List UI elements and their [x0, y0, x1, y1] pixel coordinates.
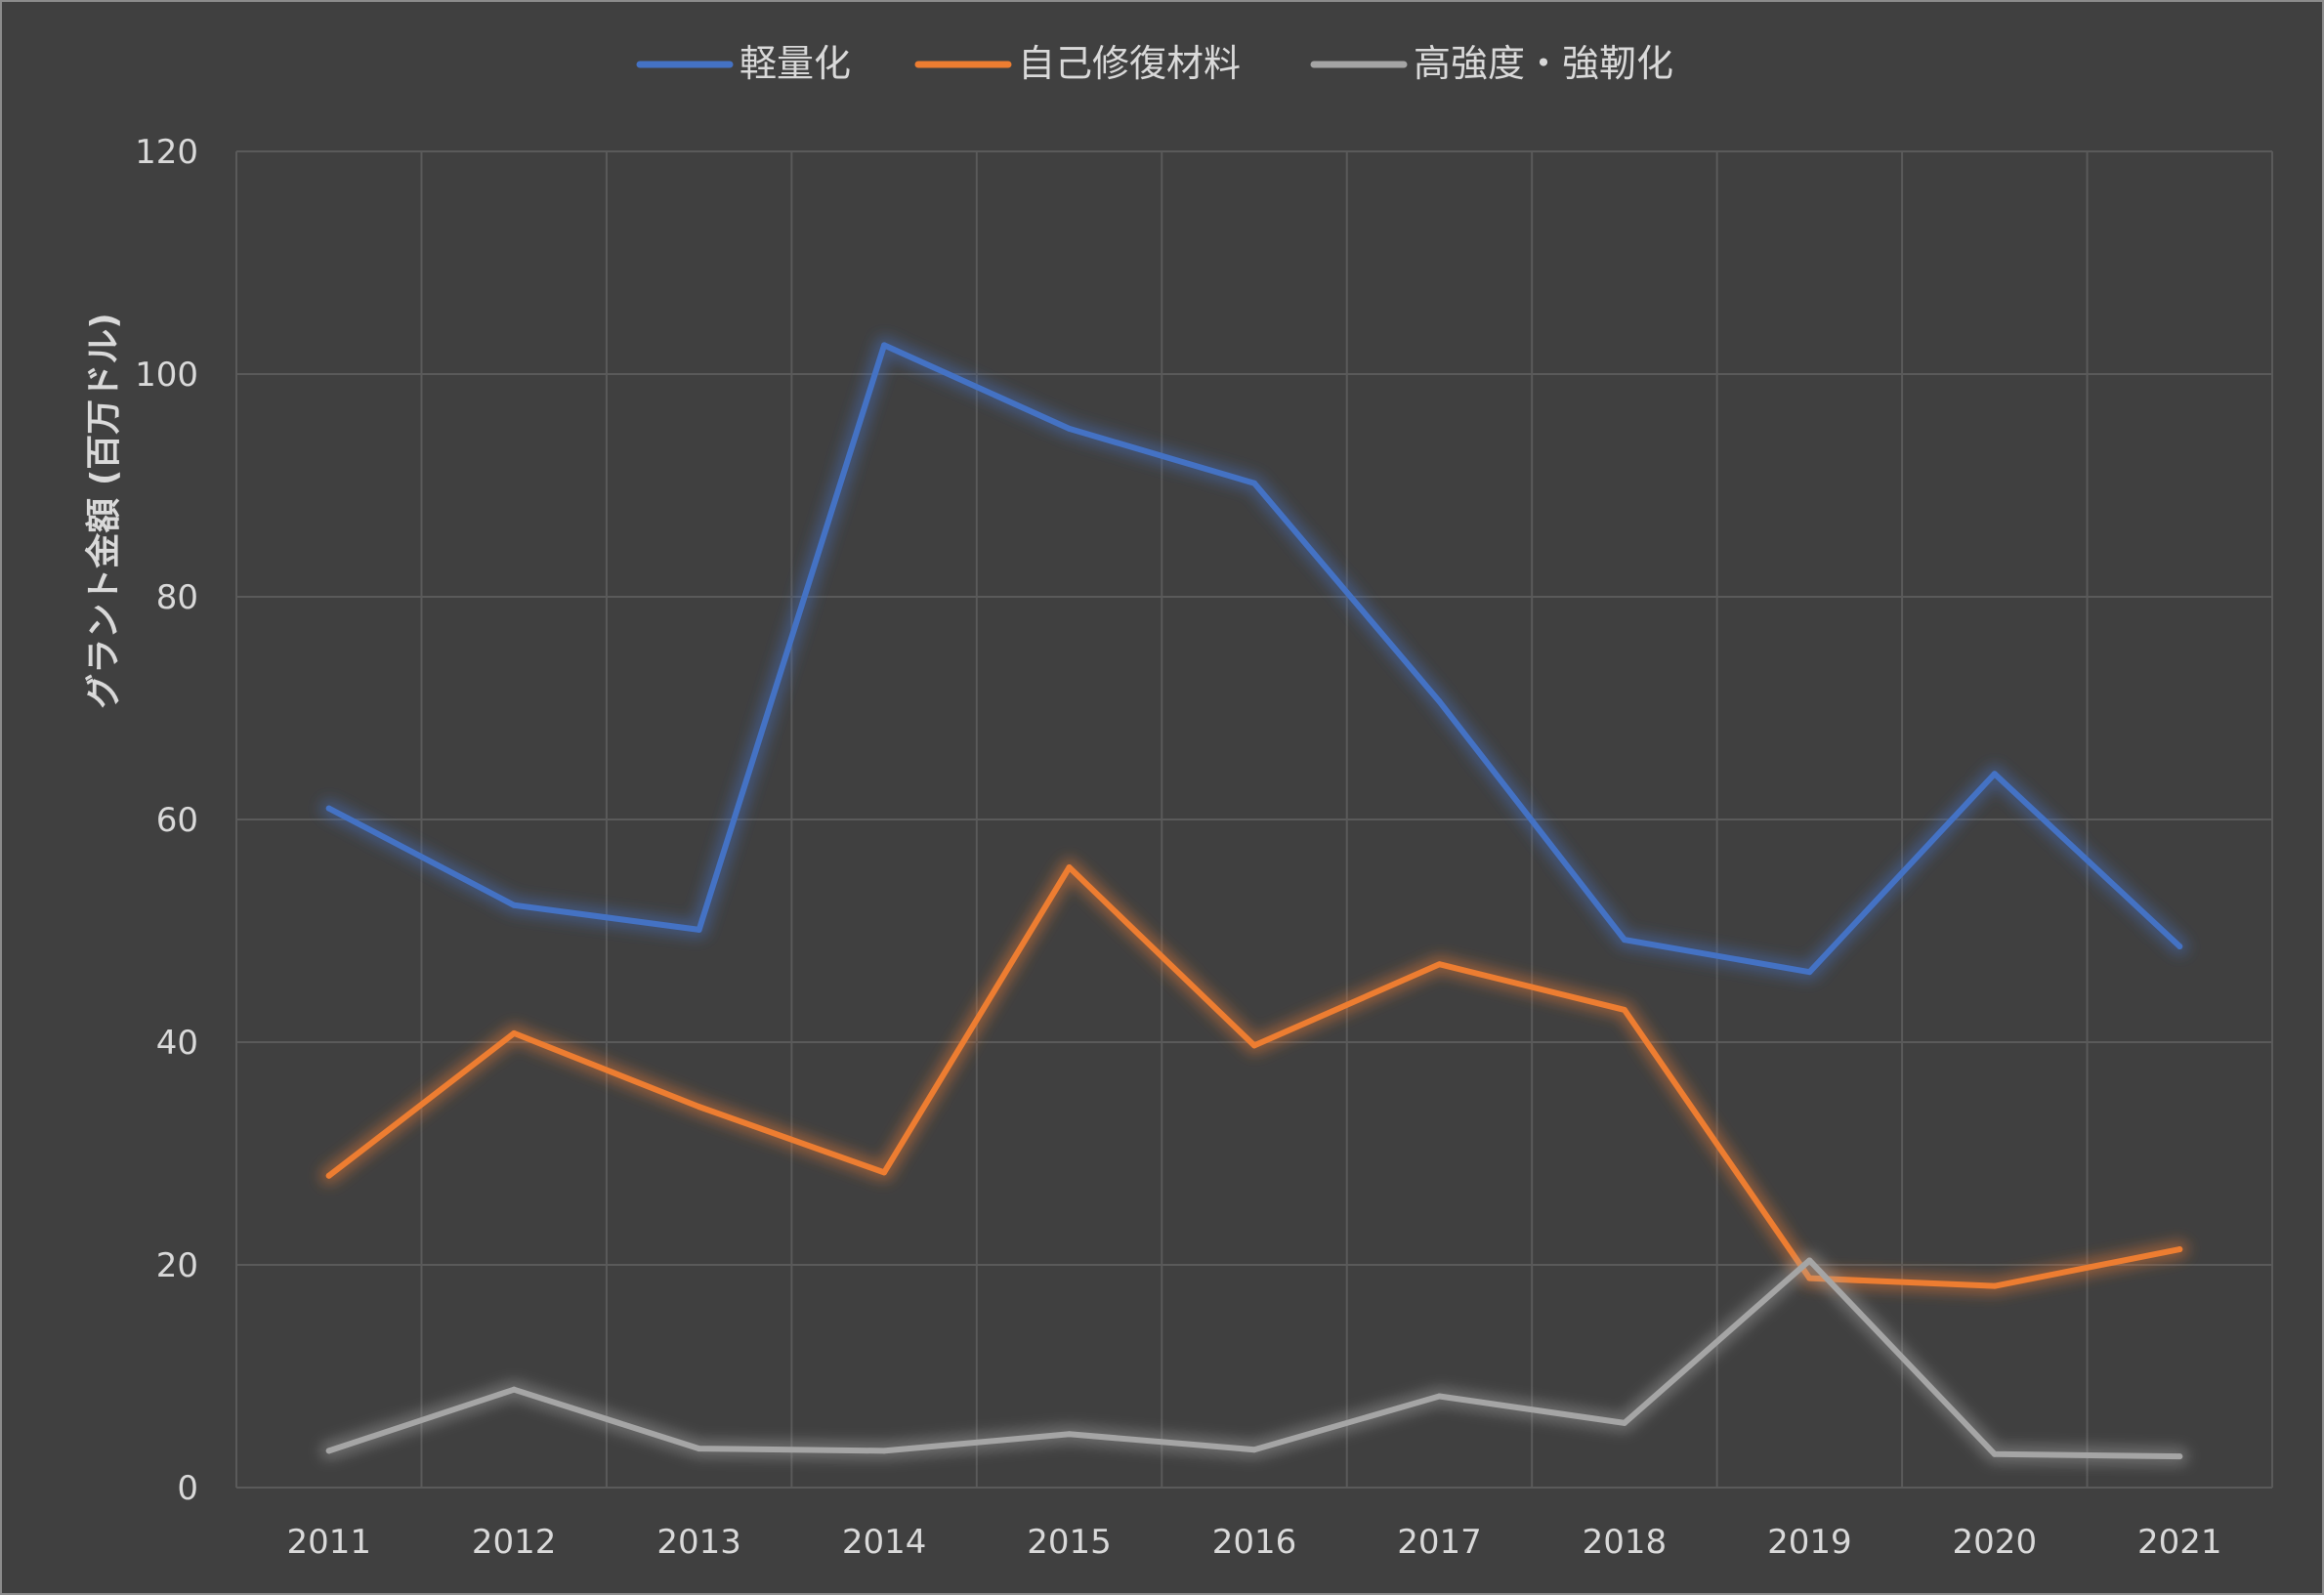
data-point	[1066, 1431, 1073, 1438]
data-point	[1806, 969, 1813, 976]
data-point	[1251, 1447, 1257, 1453]
grid	[235, 150, 2273, 1489]
data-point	[1436, 698, 1443, 705]
legend-label: 高強度・強靭化	[1414, 42, 1673, 85]
data-point	[325, 1172, 332, 1179]
data-point	[1991, 771, 1998, 777]
y-tick-label: 80	[156, 578, 198, 617]
data-point	[1066, 425, 1073, 432]
x-tick-label: 2019	[1767, 1523, 1852, 1562]
y-axis-ticks: 0 20 40 60 80 100 120	[135, 133, 198, 1508]
y-tick-label: 60	[156, 801, 198, 840]
data-point	[1621, 937, 1627, 944]
data-point	[881, 1448, 888, 1454]
data-point	[1806, 1275, 1813, 1281]
data-point	[511, 902, 518, 908]
y-tick-label: 100	[135, 356, 198, 395]
legend: 軽量化 自己修復材料 高強度・強靭化	[636, 42, 1673, 85]
data-point	[1991, 1450, 1998, 1457]
x-tick-label: 2021	[2137, 1523, 2222, 1562]
x-tick-label: 2012	[472, 1523, 557, 1562]
data-point	[1806, 1257, 1813, 1264]
y-tick-label: 120	[135, 133, 198, 172]
data-point	[1621, 1419, 1627, 1426]
x-tick-label: 2011	[286, 1523, 371, 1562]
data-point	[2176, 943, 2183, 949]
x-tick-label: 2018	[1583, 1523, 1668, 1562]
x-tick-label: 2013	[656, 1523, 741, 1562]
data-point	[1251, 1042, 1257, 1049]
y-tick-label: 20	[156, 1246, 198, 1285]
data-point	[1991, 1282, 1998, 1289]
data-point	[881, 342, 888, 349]
x-tick-label: 2014	[842, 1523, 927, 1562]
legend-label: 軽量化	[739, 42, 851, 85]
data-point	[696, 1446, 702, 1452]
data-point	[511, 1386, 518, 1393]
y-axis-label: グラント金額 (百万ドル)	[83, 313, 124, 708]
legend-label: 自己修復材料	[1018, 42, 1241, 85]
x-tick-label: 2017	[1397, 1523, 1482, 1562]
x-tick-label: 2016	[1212, 1523, 1297, 1562]
data-point	[511, 1029, 518, 1036]
data-point	[696, 926, 702, 933]
data-point	[1436, 961, 1443, 968]
data-point	[1621, 1006, 1627, 1013]
data-point	[1066, 864, 1073, 871]
data-point	[696, 1104, 702, 1111]
x-axis-ticks: 2011 2012 2013 2014 2015 2016 2017 2018 2019 2020…	[286, 1523, 2221, 1562]
y-tick-label: 40	[156, 1024, 198, 1063]
data-point	[2176, 1453, 2183, 1460]
x-tick-label: 2020	[1953, 1523, 2038, 1562]
data-point	[325, 805, 332, 812]
series-lines	[319, 336, 2189, 1466]
y-tick-label: 0	[177, 1469, 198, 1508]
data-point	[1436, 1393, 1443, 1400]
x-tick-label: 2015	[1027, 1523, 1112, 1562]
data-point	[325, 1448, 332, 1454]
data-point	[2176, 1246, 2183, 1253]
data-point	[1251, 480, 1257, 486]
data-point	[881, 1169, 888, 1176]
